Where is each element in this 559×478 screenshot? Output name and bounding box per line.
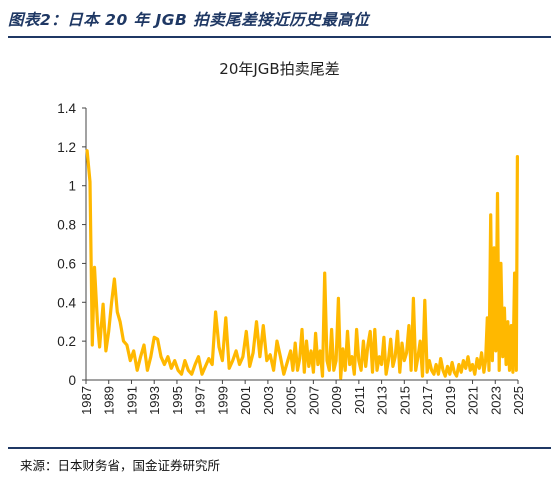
x-tick-label: 2025: [511, 386, 526, 415]
x-tick-label: 1987: [79, 386, 94, 415]
x-tick-label: 1997: [193, 386, 208, 415]
source-note: 来源：日本财务省，国金证券研究所: [20, 458, 221, 473]
y-tick-label: 0: [68, 373, 76, 388]
x-tick-label: 2017: [420, 386, 435, 415]
chart-title: 20年JGB拍卖尾差: [219, 60, 340, 78]
y-tick-label: 0.2: [57, 334, 76, 349]
y-tick-label: 1.2: [57, 140, 76, 155]
y-tick-label: 0.6: [57, 256, 76, 271]
x-tick-label: 1999: [215, 386, 230, 415]
x-tick-label: 2005: [284, 386, 299, 415]
x-tick-label: 1989: [102, 386, 117, 415]
series-line: [85, 149, 520, 380]
y-tick-label: 1: [68, 179, 76, 194]
x-tick-label: 2013: [375, 386, 390, 415]
line-chart: 0 0.2 0.4 0.6 0.8 1 1.2 1.4 1987 1989 1991 1993 1995…: [57, 101, 526, 415]
y-tick-label: 0.8: [57, 218, 76, 233]
x-tick-label: 2003: [261, 386, 276, 415]
y-tick-label: 1.4: [57, 101, 76, 116]
x-tick-label: 1993: [147, 386, 162, 415]
bottom-divider: [8, 447, 551, 449]
figure-caption: 图表2：日本 20 年 JGB 拍卖尾差接近历史最高位: [8, 11, 370, 29]
x-tick-label: 2015: [397, 386, 412, 415]
x-tick-label: 2009: [329, 386, 344, 415]
y-tick-label: 0.4: [57, 295, 76, 310]
x-tick-label: 1991: [124, 386, 139, 415]
x-tick-label: 1995: [170, 386, 185, 415]
top-divider: [8, 36, 551, 38]
x-tick-label: 2023: [488, 386, 503, 415]
x-tick-label: 2019: [443, 386, 458, 415]
x-tick-label: 2021: [466, 386, 481, 415]
x-tick-label: 2001: [238, 386, 253, 415]
x-tick-label: 2011: [352, 386, 367, 414]
x-tick-label: 2007: [306, 386, 321, 415]
